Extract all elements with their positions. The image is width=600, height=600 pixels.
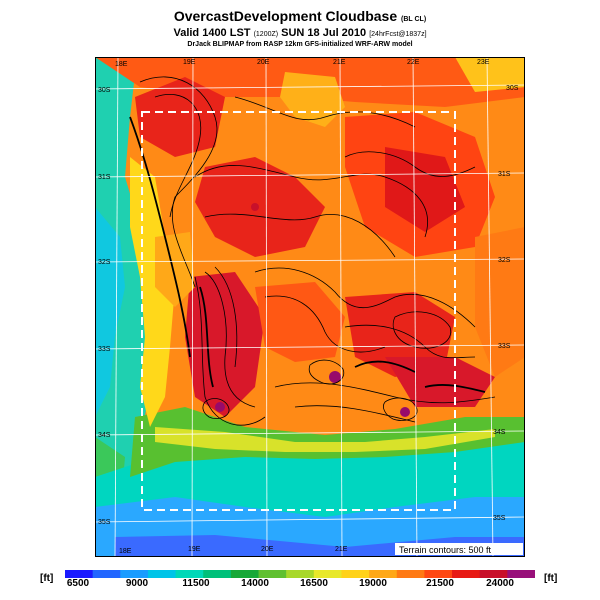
field-red-1 — [195, 157, 325, 257]
field-west-orange — [155, 232, 195, 307]
color-scale-tick-label: 21500 — [426, 578, 454, 589]
inner-domain-box — [141, 111, 456, 511]
color-scale-swatch — [92, 570, 121, 578]
color-scale-swatch — [452, 570, 481, 578]
color-scale-tick-label: 16500 — [300, 578, 328, 589]
color-scale-swatch — [120, 570, 149, 578]
credit-line: DrJack BLIPMAP from RASP 12km GFS-initia… — [187, 41, 413, 48]
map-title: OvercastDevelopment Cloudbase (BL CL) — [173, 8, 427, 24]
lon-label-bottom: 19E — [188, 546, 201, 553]
field-ne-yellow — [455, 57, 525, 92]
lon-label-bottom: 21E — [335, 546, 348, 553]
lon-label-top: 19E — [183, 59, 196, 66]
color-scale-swatch — [230, 570, 260, 578]
field-red-2 — [135, 77, 225, 157]
lon-label-top: 20E — [257, 59, 270, 66]
lat-label-right: 35S — [493, 515, 506, 522]
field-ocean-west-cyan — [95, 207, 125, 417]
lat-label-right: 34S — [493, 429, 506, 436]
field-peak-4 — [251, 203, 259, 211]
color-scale-swatch — [369, 570, 398, 578]
color-scale-swatch — [147, 570, 177, 578]
field-red-4 — [385, 147, 465, 232]
field-peak-1 — [329, 371, 341, 383]
color-scale-tick-label: 6500 — [66, 578, 90, 589]
color-scale-tick-label: 14000 — [241, 578, 269, 589]
lat-label-right: 33S — [498, 343, 511, 350]
color-scale-swatch — [479, 570, 508, 578]
color-scale-tick-label: 11500 — [182, 578, 210, 589]
legend-unit-left: [ft] — [40, 573, 54, 584]
lat-label-left: 33S — [98, 346, 111, 353]
field-coast-yellow — [155, 427, 495, 452]
lon-label-top: 22E — [407, 59, 420, 66]
field-red-7 — [385, 357, 495, 407]
lon-label-top: 23E — [477, 59, 490, 66]
lon-label-top: 21E — [333, 59, 346, 66]
coordinate-labels: 18E 19E 20E 21E 22E 23E 30S 31S 32S 33S … — [98, 59, 519, 555]
field-west-yellow — [130, 157, 175, 427]
lat-label-left: 30S — [98, 87, 111, 94]
color-scale-bar — [65, 570, 535, 578]
color-scale-tick-label: 19000 — [359, 578, 387, 589]
color-scale-swatch — [313, 570, 342, 578]
lat-label-right: 30S — [506, 85, 519, 92]
color-scale-swatch — [507, 570, 535, 578]
field-n-light — [280, 72, 345, 127]
color-scale-swatch — [424, 570, 453, 578]
color-scale-swatch — [341, 570, 370, 578]
terrain-note-bg — [395, 543, 523, 555]
valid-time-line: Valid 1400 LST (1200Z) SUN 18 Jul 2010 [… — [173, 27, 427, 39]
lon-label-bottom: 20E — [261, 546, 274, 553]
legend-unit-right: [ft] — [544, 573, 558, 584]
terrain-contour-note: Terrain contours: 500 ft — [399, 545, 492, 555]
terrain-contours — [139, 76, 496, 426]
field-center-orange — [255, 282, 345, 362]
lat-label-left: 34S — [98, 432, 111, 439]
lat-label-left: 35S — [98, 519, 111, 526]
lat-label-right: 32S — [498, 257, 511, 264]
color-scale-swatch — [396, 570, 425, 578]
field-peak-3 — [215, 402, 225, 412]
lat-label-right: 31S — [498, 171, 511, 178]
color-scale-swatch — [203, 570, 232, 578]
cloudbase-map: 18E 19E 20E 21E 22E 23E 30S 31S 32S 33S … — [95, 57, 525, 557]
lat-label-left: 31S — [98, 174, 111, 181]
color-scale-swatch — [258, 570, 287, 578]
lat-label-left: 32S — [98, 259, 111, 266]
color-scale-tick-label: 24000 — [486, 578, 514, 589]
lon-label-top: 18E — [115, 61, 128, 68]
field-peak-2 — [400, 407, 410, 417]
map-frame — [95, 57, 525, 557]
color-scale-swatch — [175, 570, 204, 578]
color-scale-swatch — [286, 570, 315, 578]
color-scale-tick-label: 9000 — [125, 578, 149, 589]
lon-label-bottom: 18E — [119, 548, 132, 555]
color-scale-swatch — [65, 570, 94, 578]
latlon-grid — [95, 57, 525, 557]
field-east-orange — [475, 227, 525, 377]
